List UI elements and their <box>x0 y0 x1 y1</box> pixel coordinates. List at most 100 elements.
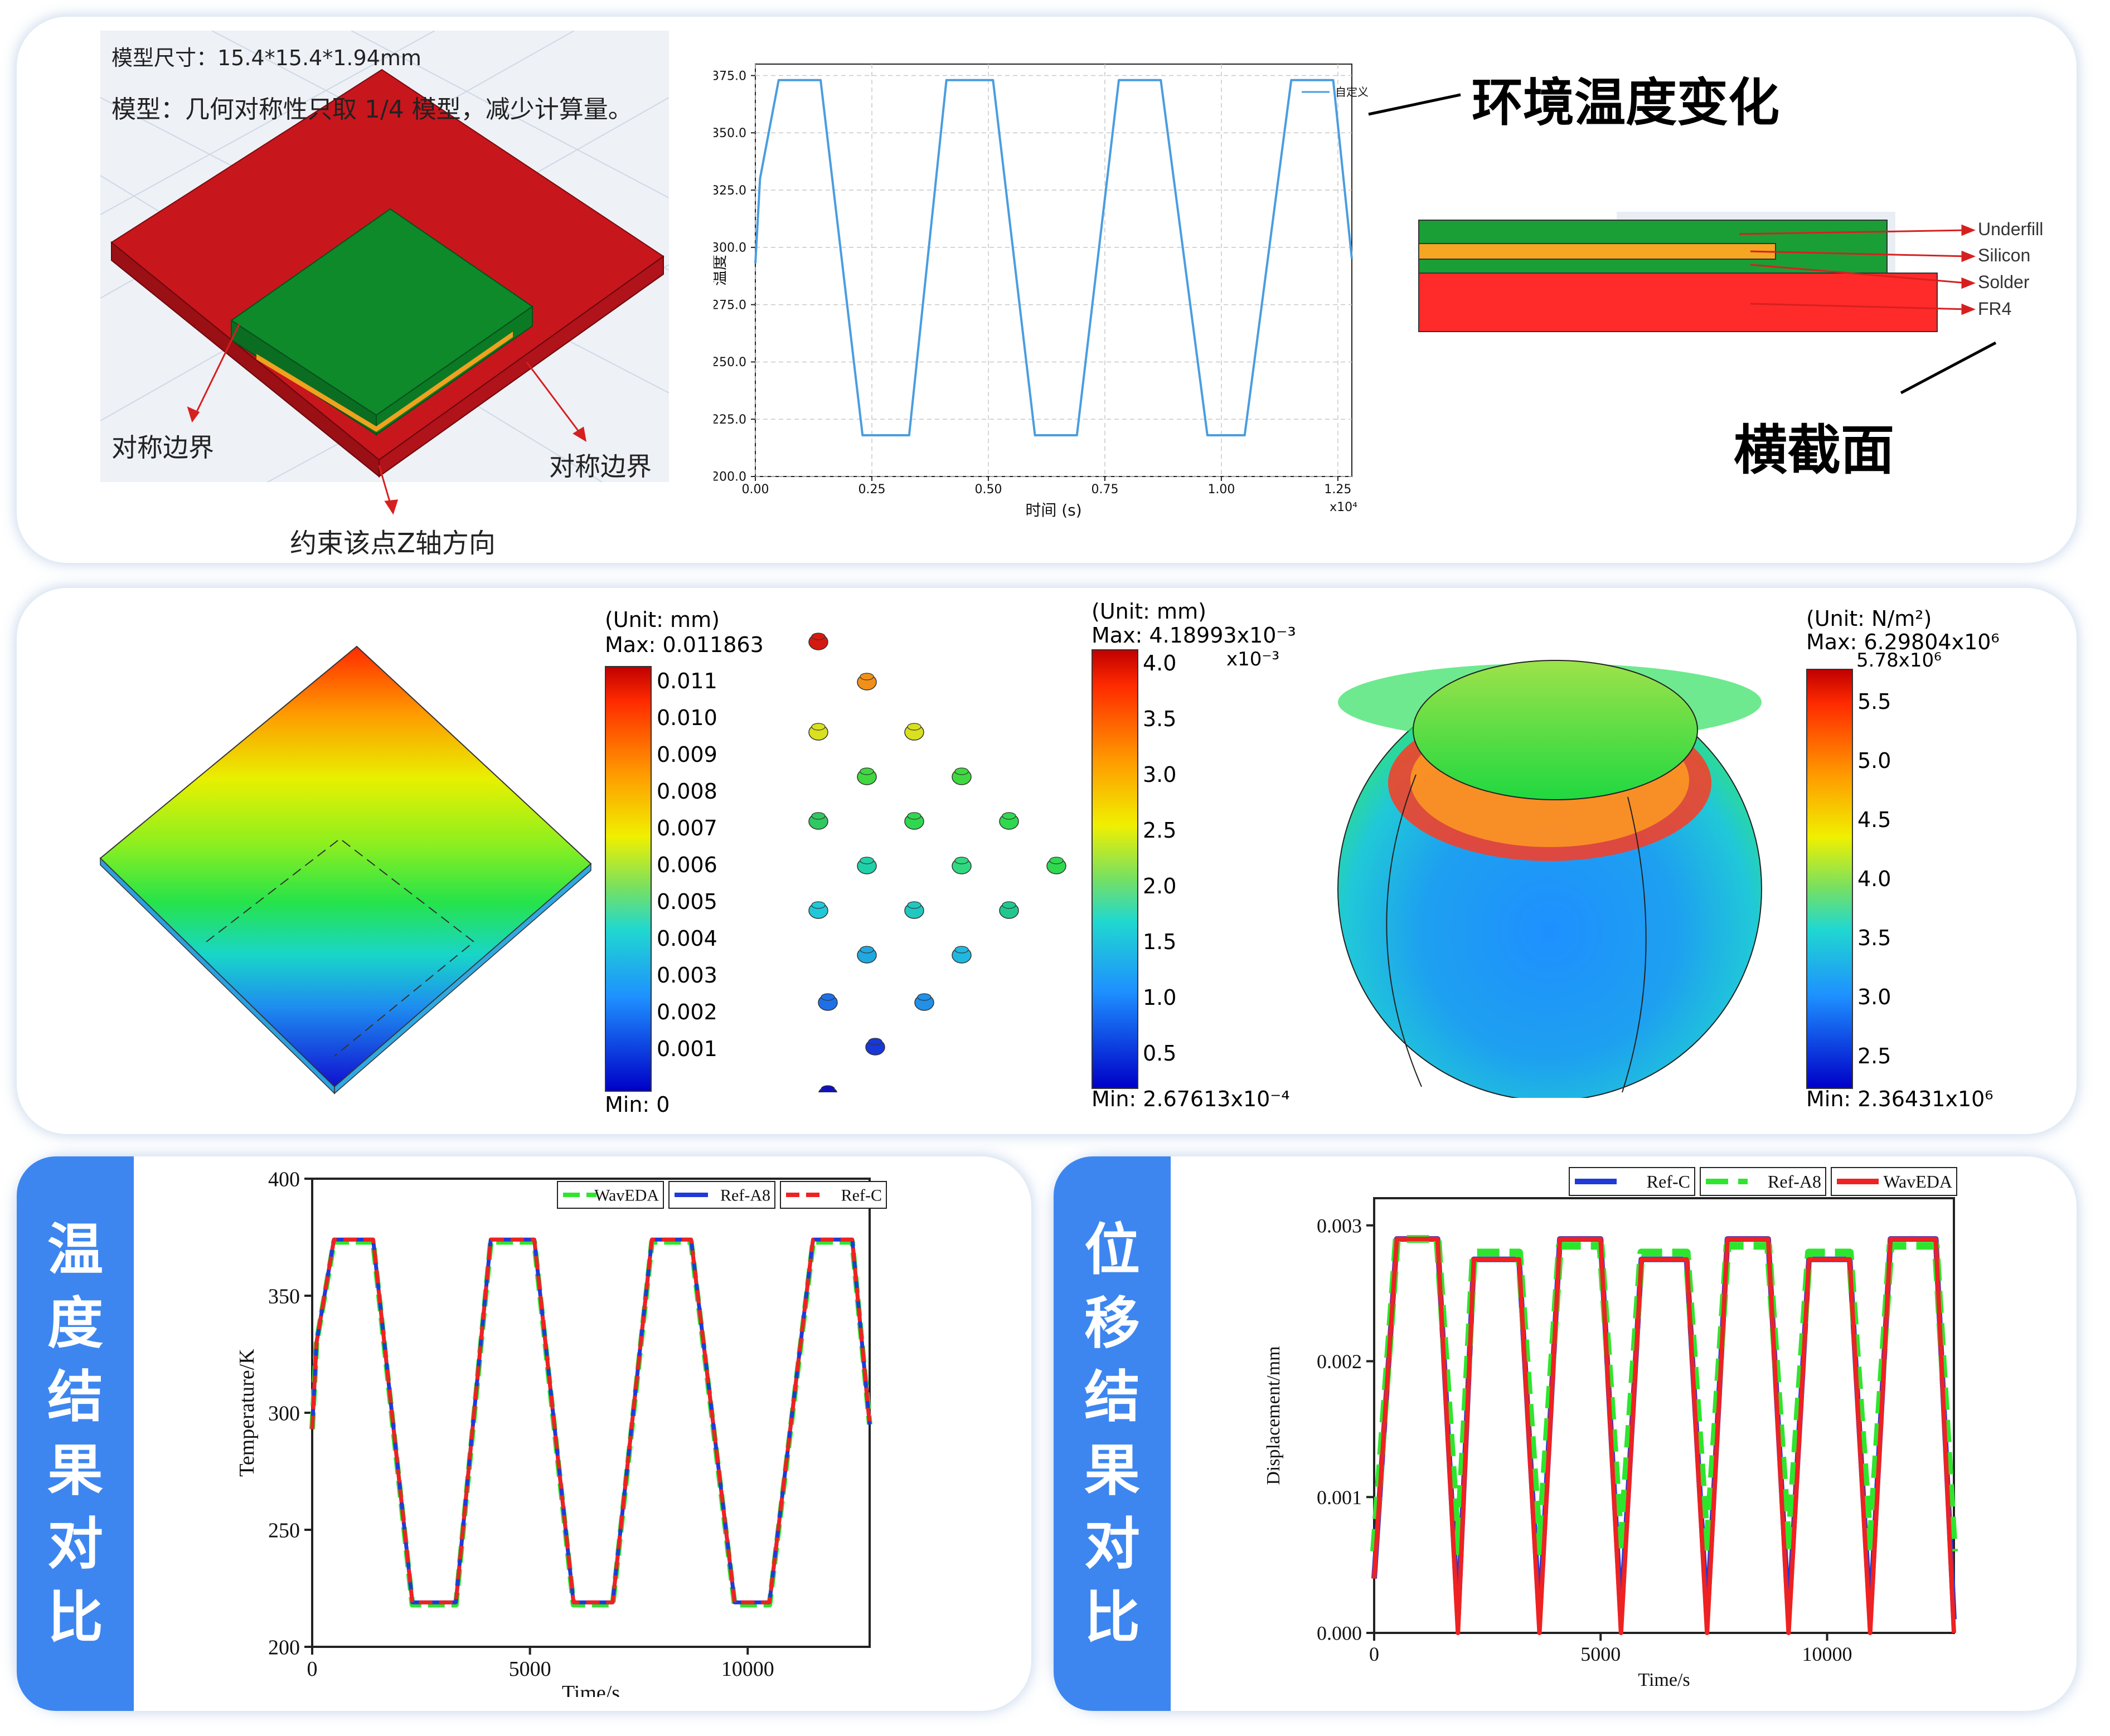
x-axis-label: Time/s <box>562 1681 620 1697</box>
y-tick-label: 300 <box>268 1402 300 1425</box>
stress-legend-unit: (Unit: N/m²) <box>1806 606 1932 631</box>
stress-tick-2: 4.5 <box>1857 808 1891 832</box>
x-tick-label: 0 <box>307 1657 318 1681</box>
solder-ball-top <box>1049 857 1064 864</box>
temp-compare-tab: 温 度 结 果 对 比 <box>17 1156 134 1711</box>
y-tick-label: 0.001 <box>1317 1486 1362 1509</box>
solder-ball-top <box>811 901 826 909</box>
plot-area <box>755 64 1352 477</box>
env-temp-chart: 0.00 0.25 0.50 0.75 1.00 1.25 200.0 225.0 250.0 2… <box>714 64 1369 519</box>
fr4-layer <box>1418 273 1938 332</box>
y-tick-label: 0.003 <box>1317 1214 1362 1237</box>
model-desc-label: 模型：几何对称性只取 1/4 模型，减少计算量。 <box>111 95 633 124</box>
disp-tab-char-0: 位 <box>1084 1217 1140 1282</box>
sym-boundary-left: 对称边界 <box>111 432 214 463</box>
y-tick-label: 400 <box>268 1168 300 1191</box>
env-caption-pointer <box>1368 93 1461 116</box>
layer-label-underfill: Underfill <box>1978 219 2044 239</box>
disp-legend-max: Max: 0.011863 <box>605 633 764 657</box>
model-size-label: 模型尺寸：15.4*15.4*1.94mm <box>111 46 421 70</box>
y-axis-label: 温度 <box>714 255 729 286</box>
legend-label: WavEDA <box>594 1186 659 1205</box>
y-axis-label: Displacement/mm <box>1263 1346 1284 1485</box>
solder-ball-top <box>868 1038 882 1046</box>
solder-ball-top <box>1002 812 1016 820</box>
disp-compare-chart: 0 5000 10000 0.000 0.001 0.002 0.003 Time/s Disp… <box>1263 1167 1958 1689</box>
cross-section-diagram <box>1418 212 1997 395</box>
solder-ball-top <box>821 1085 835 1092</box>
disp-tick-10: 0.001 <box>657 1037 717 1061</box>
solder-ball-top <box>860 673 874 680</box>
disp-tick-5: 0.006 <box>657 853 717 877</box>
x-multiplier-label: x10⁴ <box>1330 500 1357 514</box>
y-tick-label: 375.0 <box>714 69 746 83</box>
cross-section-title: 横截面 <box>1734 419 1894 482</box>
disp-tick-8: 0.003 <box>657 963 717 988</box>
legend-label: Ref-C <box>1647 1171 1690 1192</box>
solder-ball-array <box>808 633 1066 1092</box>
disp-tab-char-2: 结 <box>1084 1364 1140 1429</box>
temp-tab-char-3: 果 <box>47 1437 103 1503</box>
disp-tick-6: 0.005 <box>657 889 717 914</box>
x-axis-label: Time/s <box>1638 1670 1690 1689</box>
sym-boundary-right: 对称边界 <box>549 451 652 482</box>
solder-ball-top <box>811 633 826 640</box>
disp-tick-0: 0.011 <box>657 669 717 693</box>
x-tick-label: 5000 <box>1580 1643 1621 1665</box>
disp-tab-char-4: 对 <box>1084 1511 1140 1577</box>
ball-legend-min: Min: 2.67613x10⁻⁴ <box>1092 1087 1290 1111</box>
solder-ball-top <box>907 901 921 909</box>
x-tick-label: 1.25 <box>1324 483 1351 497</box>
stress-legend-max: Max: 6.29804x10⁶ <box>1806 630 2000 654</box>
model-geometry <box>100 31 669 482</box>
ball-legend-max: Max: 4.18993x10⁻³ <box>1092 623 1296 648</box>
ball-tick-6: 1.0 <box>1143 985 1177 1010</box>
temp-compare-chart: 0 5000 10000 200 250 300 350 400 Time/s Temperatu… <box>235 1168 887 1697</box>
disp-legend-unit: (Unit: mm) <box>605 607 720 632</box>
ball-tick-1: 3.5 <box>1143 707 1177 731</box>
env-temp-caption: 环境温度变化 <box>1472 73 1780 133</box>
temp-tab-char-1: 度 <box>47 1290 103 1356</box>
solder-ball-top <box>954 767 969 775</box>
solder-ball-top <box>811 812 826 820</box>
legend-label: Ref-A8 <box>1768 1171 1821 1192</box>
stress-tick-5: 3.0 <box>1857 985 1891 1009</box>
disp-tick-9: 0.002 <box>657 1000 717 1024</box>
layer-label-fr4: FR4 <box>1978 299 2012 319</box>
ball-tick-7: 0.5 <box>1143 1041 1177 1066</box>
disp-colorbar <box>605 666 652 1092</box>
x-tick-label: 5000 <box>509 1657 551 1681</box>
x-axis-label: 时间 (s) <box>1025 501 1081 519</box>
y-tick-label: 250.0 <box>714 356 746 369</box>
y-tick-label: 250 <box>268 1519 300 1542</box>
x-tick-label: 0.50 <box>974 483 1002 497</box>
x-tick-label: 0.75 <box>1091 483 1118 497</box>
solder-ball-top <box>1002 901 1016 909</box>
ball-legend-exp: x10⁻³ <box>1226 648 1279 670</box>
series-line-ref-c <box>310 1237 872 1604</box>
y-tick-label: 275.0 <box>714 298 746 312</box>
x-tick-label: 0 <box>1369 1643 1379 1665</box>
stress-tick-4: 3.5 <box>1857 926 1891 950</box>
stress-colorbar <box>1806 669 1853 1089</box>
temp-tab-char-4: 对 <box>47 1511 103 1577</box>
solder-ball-top <box>907 812 921 820</box>
stress-ball-plot <box>1337 660 1762 1098</box>
solder-ball-top <box>954 857 969 864</box>
solder-ball-top <box>954 946 969 954</box>
disp-tick-1: 0.010 <box>657 706 717 730</box>
model-arrows <box>187 323 587 515</box>
y-tick-label: 225.0 <box>714 413 746 427</box>
stress-legend-min: Min: 2.36431x10⁶ <box>1806 1087 1993 1111</box>
y-tick-label: 300.0 <box>714 241 746 255</box>
ball-tick-5: 1.5 <box>1143 930 1177 954</box>
silicon-layer <box>1418 243 1776 260</box>
stress-tick-6: 2.5 <box>1857 1044 1891 1068</box>
solder-ball-top <box>907 723 921 731</box>
series-line-waveda <box>1372 1237 1956 1635</box>
ball-legend-unit: (Unit: mm) <box>1092 599 1206 624</box>
layer-label-silicon: Silicon <box>1978 245 2031 265</box>
x-tick-label: 10000 <box>721 1657 774 1681</box>
y-tick-label: 0.000 <box>1317 1622 1362 1645</box>
x-tick-label: 10000 <box>1802 1643 1852 1665</box>
